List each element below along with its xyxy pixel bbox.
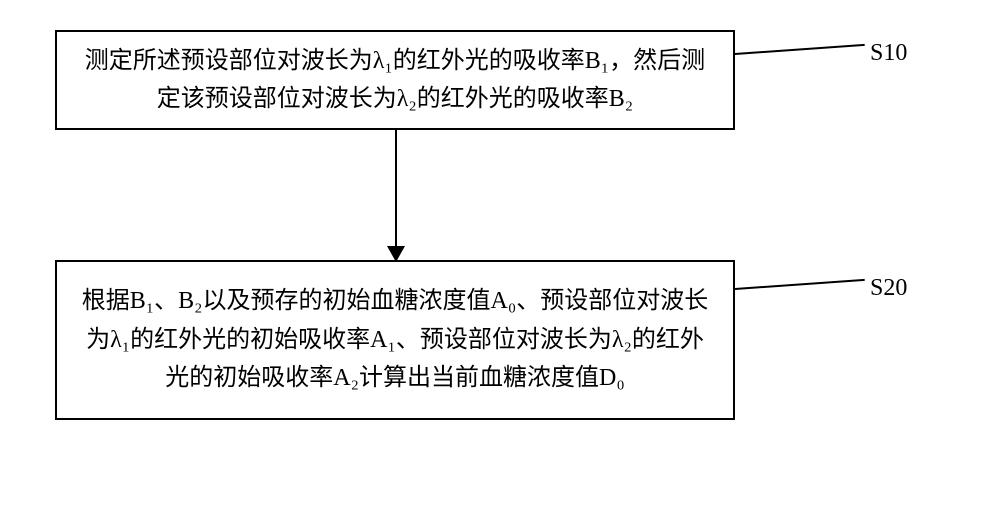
step-2-text: 根据B₁、B₂以及预存的初始血糖浓度值A₀、预设部位对波长为λ₁的红外光的初始吸…	[77, 282, 713, 397]
step-2-label: S20	[870, 275, 907, 302]
label-connector-2	[735, 279, 865, 290]
step-1-label: S10	[870, 40, 907, 67]
flowchart-step-1: 测定所述预设部位对波长为λ₁的红外光的吸收率B₁，然后测定该预设部位对波长为λ₂…	[55, 30, 735, 130]
step-1-text: 测定所述预设部位对波长为λ₁的红外光的吸收率B₁，然后测定该预设部位对波长为λ₂…	[77, 42, 713, 119]
flow-arrow	[395, 130, 397, 260]
flowchart-step-2: 根据B₁、B₂以及预存的初始血糖浓度值A₀、预设部位对波长为λ₁的红外光的初始吸…	[55, 260, 735, 420]
label-connector-1	[735, 44, 865, 55]
flowchart-container: 测定所述预设部位对波长为λ₁的红外光的吸收率B₁，然后测定该预设部位对波长为λ₂…	[0, 0, 1000, 507]
